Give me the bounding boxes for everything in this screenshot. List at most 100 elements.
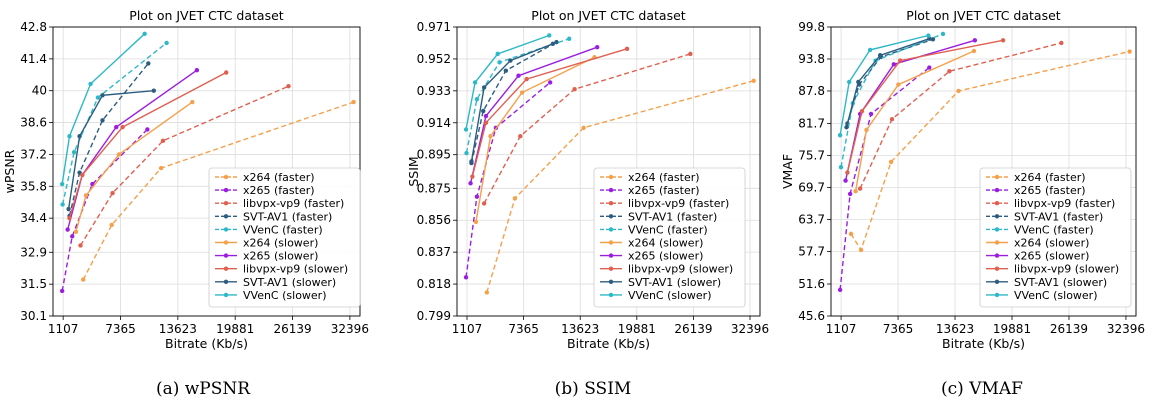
data-point xyxy=(481,201,487,206)
legend-label: VVenC (faster) xyxy=(628,223,708,236)
figure-caption: (a) wPSNR xyxy=(156,379,251,399)
legend-marker xyxy=(608,214,614,219)
legend-label: x265 (faster) xyxy=(1014,184,1086,197)
series-3 xyxy=(67,61,151,219)
series-line xyxy=(486,80,754,293)
data-point xyxy=(856,79,861,85)
legend-marker xyxy=(994,174,1000,180)
legend-label: SVT-AV1 (faster) xyxy=(243,210,332,223)
legend-label: x264 (faster) xyxy=(243,171,315,184)
figure-caption: (b) SSIM xyxy=(555,379,632,399)
chart-title: Plot on JVET CTC dataset xyxy=(531,8,686,23)
series-line xyxy=(850,50,1130,252)
data-point xyxy=(518,134,523,139)
legend-box xyxy=(979,167,1132,308)
data-point xyxy=(926,33,931,38)
data-point xyxy=(971,48,977,54)
y-tick-label: 31.5 xyxy=(20,277,47,291)
x-tick-label: 13623 xyxy=(936,322,974,336)
series-line xyxy=(465,81,551,278)
data-point xyxy=(497,60,502,65)
x-tick-label: 1107 xyxy=(48,322,79,336)
legend-marker xyxy=(994,240,1000,245)
series-line xyxy=(859,42,1062,189)
y-tick-label: 38.6 xyxy=(20,116,47,130)
series-0 xyxy=(81,99,356,282)
legend-marker xyxy=(608,227,614,232)
data-point xyxy=(66,206,71,212)
data-point xyxy=(889,117,895,122)
chart-title: Plot on JVET CTC dataset xyxy=(906,8,1061,23)
series-1 xyxy=(463,80,553,280)
series-line xyxy=(465,38,570,154)
series-line xyxy=(75,101,193,232)
data-point xyxy=(519,90,525,95)
x-tick-label: 26139 xyxy=(273,322,311,336)
series-9 xyxy=(59,31,147,187)
data-point xyxy=(896,82,901,87)
series-line xyxy=(82,101,354,280)
series-7 xyxy=(470,46,630,179)
data-point xyxy=(838,165,844,170)
legend-label: x265 (faster) xyxy=(628,184,700,197)
legend-marker xyxy=(608,279,614,284)
legend-marker xyxy=(608,266,614,271)
series-5 xyxy=(473,55,597,225)
series-4 xyxy=(838,31,946,170)
legend-marker xyxy=(223,253,229,258)
x-axis-label: Bitrate (Kb/s) xyxy=(567,336,650,351)
data-point xyxy=(972,38,978,43)
data-point xyxy=(481,85,487,90)
data-point xyxy=(853,189,858,194)
data-point xyxy=(481,108,486,114)
legend: x264 (faster)x265 (faster)libvpx-vp9 (fa… xyxy=(593,167,746,308)
data-point xyxy=(572,86,577,92)
data-point xyxy=(930,37,936,42)
data-point xyxy=(77,134,82,139)
data-point xyxy=(940,31,946,37)
y-tick-label: 34.4 xyxy=(20,211,47,225)
legend-label: VVenC (slower) xyxy=(243,289,327,302)
data-point xyxy=(224,70,229,75)
x-tick-label: 7365 xyxy=(883,322,914,336)
data-point xyxy=(594,44,600,50)
data-point xyxy=(474,97,480,102)
legend-marker xyxy=(223,240,229,245)
data-point xyxy=(158,165,164,171)
legend-marker xyxy=(223,292,229,298)
figure-caption: (c) VMAF xyxy=(941,379,1023,399)
legend-label: libvpx-vp9 (slower) xyxy=(243,263,348,276)
x-tick-label: 1107 xyxy=(826,322,857,336)
legend-label: libvpx-vp9 (slower) xyxy=(1014,263,1119,276)
y-tick-label: 51.6 xyxy=(798,277,825,291)
y-tick-label: 45.6 xyxy=(798,309,825,323)
legend-label: SVT-AV1 (faster) xyxy=(628,210,717,223)
data-point xyxy=(67,134,72,139)
series-line xyxy=(469,46,598,184)
legend-label: x264 (faster) xyxy=(1014,171,1086,184)
data-point xyxy=(484,290,490,295)
y-tick-label: 0.952 xyxy=(417,52,451,66)
data-point xyxy=(100,118,105,123)
y-tick-label: 0.875 xyxy=(417,181,451,195)
data-point xyxy=(114,124,119,130)
y-tick-label: 37.2 xyxy=(20,147,47,161)
legend-box xyxy=(593,167,746,308)
legend-label: x264 (faster) xyxy=(628,171,700,184)
series-line xyxy=(475,56,595,223)
series-4 xyxy=(464,36,572,156)
series-line xyxy=(483,53,691,204)
series-8 xyxy=(844,36,932,130)
legend-marker xyxy=(994,292,1000,298)
series-1 xyxy=(837,65,932,293)
series-7 xyxy=(845,38,1006,175)
series-line xyxy=(67,69,198,230)
data-point xyxy=(81,277,86,282)
data-point xyxy=(1127,49,1132,54)
data-point xyxy=(463,275,469,280)
y-tick-label: 87.8 xyxy=(798,84,825,98)
x-tick-label: 19881 xyxy=(216,322,254,336)
series-line xyxy=(854,50,975,192)
legend-label: SVT-AV1 (slower) xyxy=(1014,276,1107,289)
